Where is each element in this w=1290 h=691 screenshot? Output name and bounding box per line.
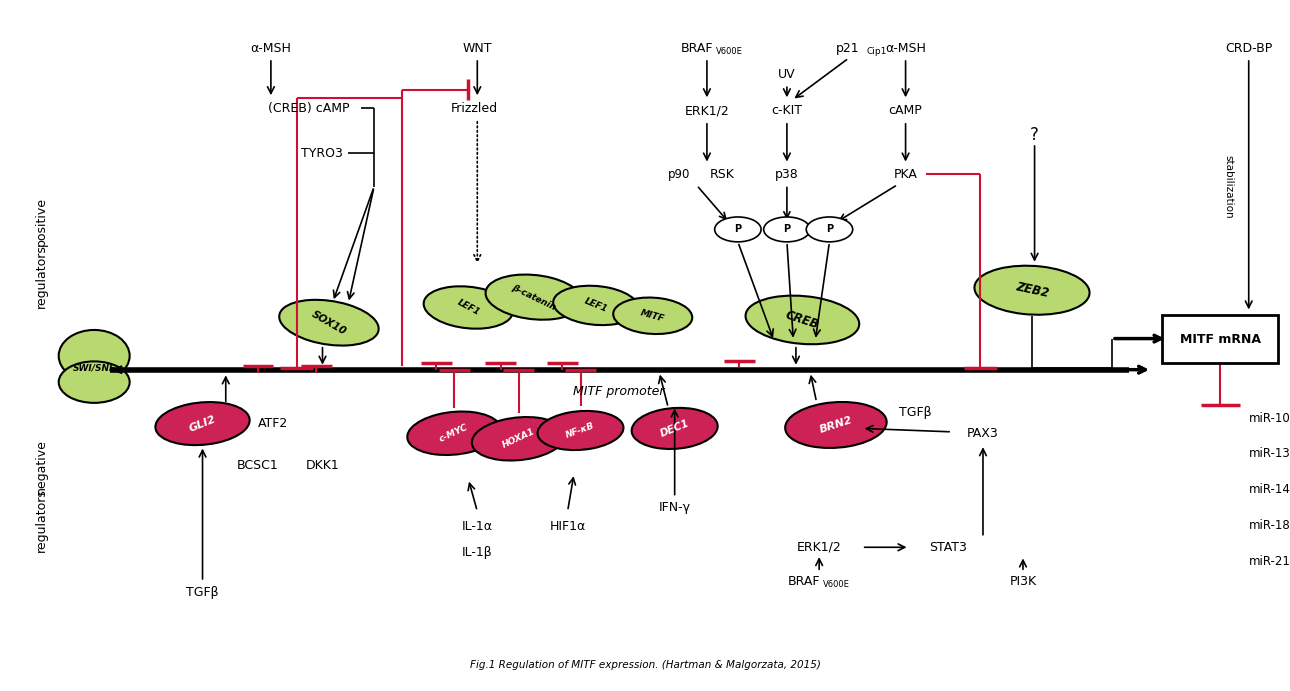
Text: miR-148: miR-148: [1249, 484, 1290, 496]
Ellipse shape: [58, 330, 129, 381]
Ellipse shape: [786, 402, 886, 448]
Text: miR-137: miR-137: [1249, 448, 1290, 460]
Ellipse shape: [613, 298, 693, 334]
Text: p90: p90: [668, 168, 690, 180]
Text: BRAF: BRAF: [788, 576, 820, 588]
Text: RSK: RSK: [710, 168, 734, 180]
Text: CREB: CREB: [784, 308, 820, 332]
Text: DEC1: DEC1: [659, 418, 690, 439]
Text: miR-218: miR-218: [1249, 556, 1290, 568]
Text: positive: positive: [35, 197, 48, 245]
Text: SWI/SNF: SWI/SNF: [72, 363, 116, 372]
Text: Frizzled: Frizzled: [451, 102, 498, 115]
Ellipse shape: [746, 296, 859, 344]
Text: BRAF: BRAF: [681, 42, 713, 55]
Text: MITF promoter: MITF promoter: [574, 386, 664, 398]
Text: α-MSH: α-MSH: [885, 42, 926, 55]
Ellipse shape: [472, 417, 565, 460]
Text: HIF1α: HIF1α: [550, 520, 586, 533]
Text: NF-κB: NF-κB: [565, 421, 596, 440]
Text: stabilization: stabilization: [1223, 155, 1233, 218]
Text: IFN-γ: IFN-γ: [659, 502, 690, 514]
Ellipse shape: [485, 274, 583, 320]
Text: ATF2: ATF2: [258, 417, 288, 430]
Text: ERK1/2: ERK1/2: [685, 104, 729, 117]
Text: miR-182: miR-182: [1249, 520, 1290, 532]
Text: LEF1: LEF1: [583, 296, 609, 314]
Ellipse shape: [974, 266, 1090, 314]
Text: SOX10: SOX10: [310, 309, 348, 337]
Ellipse shape: [423, 286, 513, 329]
Text: regulators: regulators: [35, 245, 48, 308]
Text: V600E: V600E: [716, 46, 743, 56]
Text: c-MYC: c-MYC: [439, 423, 470, 444]
Text: TGFβ: TGFβ: [186, 587, 219, 599]
Text: TGFβ: TGFβ: [899, 406, 931, 419]
Text: β-catenin: β-catenin: [511, 283, 557, 312]
Ellipse shape: [408, 412, 501, 455]
Text: ZEB2: ZEB2: [1014, 281, 1050, 300]
Text: P: P: [734, 225, 742, 234]
Text: (CREB) cAMP: (CREB) cAMP: [268, 102, 350, 115]
FancyBboxPatch shape: [1162, 315, 1278, 363]
Text: LEF1: LEF1: [455, 298, 481, 317]
Text: IL-1α: IL-1α: [462, 520, 493, 533]
Text: BRN2: BRN2: [818, 415, 854, 435]
Text: CRD-BP: CRD-BP: [1226, 42, 1272, 55]
Text: P: P: [783, 225, 791, 234]
Text: PKA: PKA: [894, 168, 917, 180]
Text: ERK1/2: ERK1/2: [797, 541, 841, 553]
Text: Fig.1 Regulation of MITF expression. (Hartman & Malgorzata, 2015): Fig.1 Regulation of MITF expression. (Ha…: [470, 660, 820, 670]
Text: p38: p38: [775, 168, 799, 180]
Ellipse shape: [553, 285, 639, 325]
Text: PI3K: PI3K: [1009, 576, 1037, 588]
Text: TYRO3: TYRO3: [301, 147, 342, 160]
Text: WNT: WNT: [463, 42, 491, 55]
Text: GLI2: GLI2: [187, 414, 218, 433]
Text: IL-1β: IL-1β: [462, 547, 493, 559]
Ellipse shape: [632, 408, 717, 449]
Text: UV: UV: [778, 68, 796, 81]
Text: α-MSH: α-MSH: [250, 42, 292, 55]
Text: miR-101: miR-101: [1249, 412, 1290, 424]
Text: negative: negative: [35, 439, 48, 494]
Text: V600E: V600E: [823, 580, 850, 589]
Text: Cip1: Cip1: [867, 46, 888, 56]
Text: BCSC1: BCSC1: [237, 459, 279, 471]
Ellipse shape: [538, 411, 623, 450]
Ellipse shape: [58, 361, 129, 403]
Text: MITF: MITF: [640, 308, 666, 323]
Circle shape: [806, 217, 853, 242]
Text: MITF mRNA: MITF mRNA: [1180, 333, 1260, 346]
Text: DKK1: DKK1: [306, 459, 339, 471]
Text: regulators: regulators: [35, 488, 48, 551]
Text: PAX3: PAX3: [968, 427, 998, 439]
Circle shape: [764, 217, 810, 242]
Circle shape: [715, 217, 761, 242]
Ellipse shape: [279, 300, 379, 346]
Text: p21: p21: [836, 42, 859, 55]
Text: STAT3: STAT3: [929, 541, 968, 553]
Text: HOXA1: HOXA1: [501, 427, 537, 451]
Ellipse shape: [155, 402, 250, 445]
Text: cAMP: cAMP: [889, 104, 922, 117]
Text: P: P: [826, 225, 833, 234]
Text: c-KIT: c-KIT: [771, 104, 802, 117]
Text: ?: ?: [1031, 126, 1038, 144]
